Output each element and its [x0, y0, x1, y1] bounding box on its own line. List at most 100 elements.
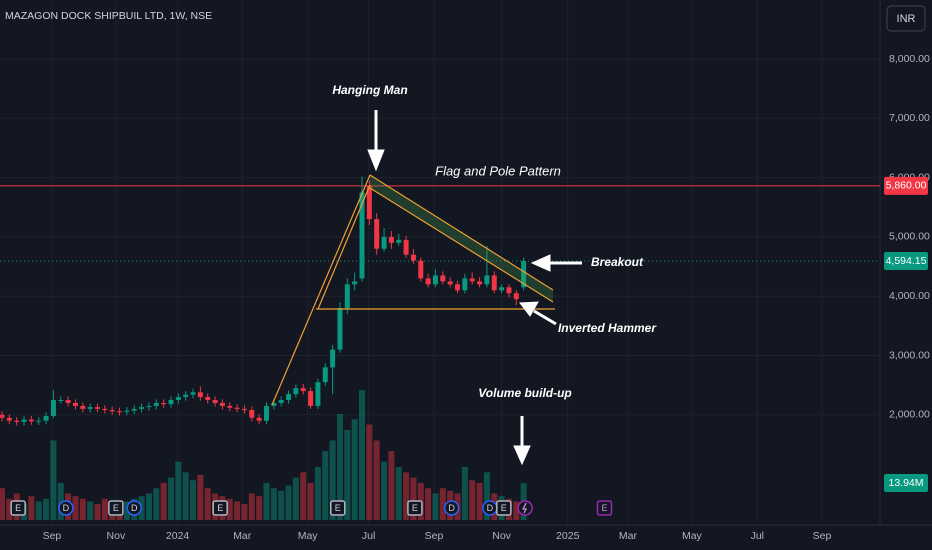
candle-body [366, 185, 372, 220]
event-label: D [131, 503, 138, 513]
event-label: E [501, 503, 507, 513]
event-marker [443, 500, 460, 516]
annotation: Volume build-up [478, 386, 572, 400]
candle-body [308, 391, 314, 406]
candle-body [131, 408, 137, 411]
candle-body [249, 410, 255, 418]
volume-bar [256, 496, 263, 520]
candle-body [388, 236, 394, 243]
event-marker [10, 500, 26, 516]
event-label: E [15, 503, 21, 513]
candle-body [14, 420, 20, 422]
event-icon [522, 502, 528, 514]
candle-body [403, 239, 409, 255]
arrow-head [530, 254, 551, 272]
event-label: E [335, 503, 341, 513]
annotation: Breakout [591, 255, 644, 269]
volume-bar [182, 472, 189, 520]
annotation: Flag and Pole Pattern [435, 163, 561, 178]
candle-body [72, 402, 78, 406]
volume-bar [388, 451, 395, 520]
volume-bar [329, 440, 336, 520]
volume-bar [175, 461, 182, 520]
currency-label[interactable]: INR [897, 13, 916, 25]
annotation: Inverted Hammer [558, 321, 657, 335]
candle-body [278, 399, 284, 403]
x-tick-label: May [298, 530, 319, 542]
candle-body [219, 402, 225, 406]
candle-body [410, 254, 416, 261]
volume-bar [153, 488, 160, 520]
flag-line [369, 174, 554, 291]
volume-bar [263, 482, 270, 520]
candle-body [440, 275, 446, 282]
candle-body [521, 260, 527, 288]
arrow-head [367, 149, 385, 172]
volume-bar [373, 440, 380, 520]
volume-bar [322, 451, 329, 520]
candle-body [139, 407, 145, 409]
candle-body [168, 399, 174, 405]
volume-bar [439, 488, 446, 520]
candle-body [374, 219, 380, 249]
pole-line [317, 184, 371, 310]
candle-body [58, 399, 64, 401]
event-marker [330, 500, 346, 516]
volume-label: 13.94M [888, 477, 923, 489]
volume-bar [300, 472, 307, 520]
pole-line [271, 174, 371, 406]
y-tick-label: 3,000.00 [889, 349, 930, 361]
volume-bar [79, 498, 86, 520]
volume-bar [0, 488, 5, 520]
event-marker [496, 500, 512, 516]
event-marker [126, 500, 142, 516]
candle-body [227, 405, 233, 408]
event-marker [407, 500, 423, 516]
price-badge [884, 251, 928, 270]
event-marker [108, 500, 124, 516]
volume-bar [432, 493, 439, 520]
candle-body [28, 419, 34, 422]
candle-body [484, 275, 490, 285]
event-label: D [448, 503, 455, 513]
arrow-head [519, 301, 539, 317]
volume-bar [248, 493, 255, 520]
candle-body [469, 278, 475, 282]
candle-body [491, 275, 497, 291]
candle-body [263, 405, 269, 421]
price-label: 4,594.15 [886, 255, 927, 267]
candle-body [153, 402, 159, 406]
candle-body [359, 192, 365, 279]
volume-bar [123, 501, 130, 520]
level-label: 5,860.00 [886, 180, 927, 192]
volume-bar [410, 477, 417, 520]
event-marker [596, 500, 613, 516]
volume-bar [87, 501, 94, 520]
candle-body [330, 349, 336, 368]
event-label: D [487, 503, 494, 513]
volume-bar [72, 496, 79, 520]
candle-body [0, 414, 5, 418]
candle-body [241, 408, 247, 411]
candle-body [322, 367, 328, 383]
candle-body [432, 275, 438, 285]
pattern-drawings [271, 174, 555, 406]
x-tick-label: May [682, 530, 703, 542]
candle-body [190, 392, 196, 395]
volume-bar [513, 501, 520, 520]
candle-body [36, 420, 42, 422]
volume-bar [57, 482, 64, 520]
event-label: D [63, 503, 70, 513]
volume-bar [344, 429, 351, 520]
event-label: E [412, 503, 418, 513]
currency-button[interactable] [886, 5, 926, 32]
volume-bar [476, 482, 483, 520]
candle-body [256, 417, 262, 421]
volume-bar [241, 504, 248, 520]
candle-body [462, 278, 468, 291]
volume-bar [160, 482, 167, 520]
candle-body [212, 399, 218, 403]
candle-body [95, 407, 101, 409]
candle-body [21, 419, 27, 422]
